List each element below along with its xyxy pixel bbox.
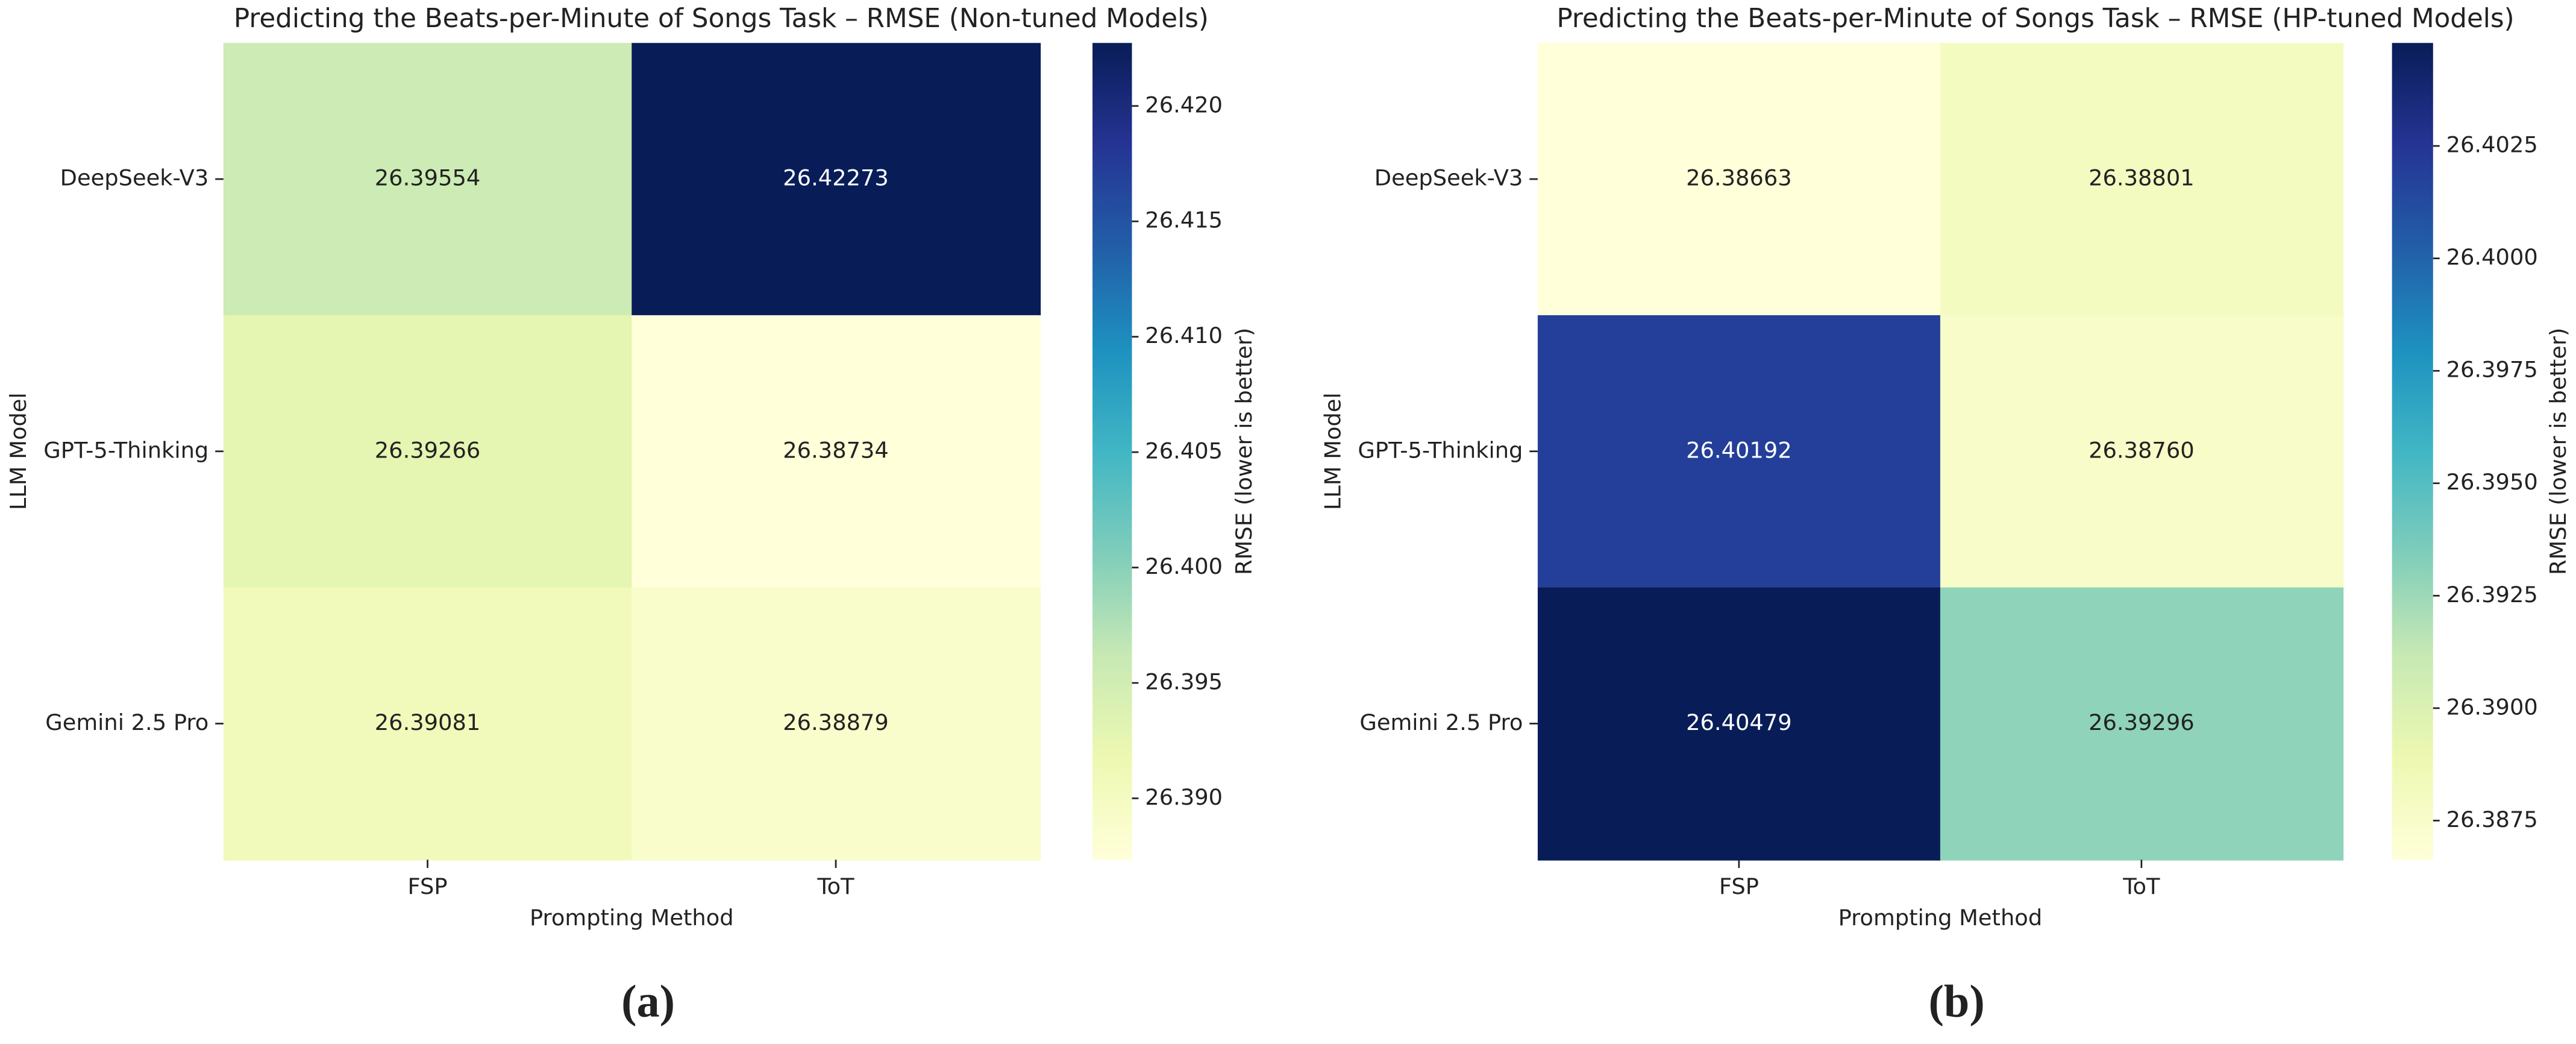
cell-label: 26.40479 [1686,709,1792,735]
y-tick-label: GPT-5-Thinking [1358,437,1523,463]
colorbar-tick-label: 26.3975 [2446,357,2538,383]
cell-label: 26.38879 [783,709,889,735]
x-axis-label: Prompting Method [1838,905,2043,931]
chart-title: Predicting the Beats-per-Minute of Songs… [1556,4,2514,34]
y-tick-label: DeepSeek-V3 [60,165,209,191]
heatmap-cell [1537,43,1941,316]
colorbar-tick-label: 26.410 [1145,322,1223,348]
heatmap-cell [631,315,1041,588]
cell-label: 26.39554 [375,165,481,191]
x-axis-label: Prompting Method [530,905,734,931]
heatmap-cell [1940,587,2344,861]
heatmap-cell [1537,587,1941,861]
caption: (b) [1928,975,1984,1027]
caption: (a) [621,975,675,1027]
y-tick-label: GPT-5-Thinking [43,437,208,463]
colorbar-tick-label: 26.3875 [2446,807,2538,832]
heatmap-cell [631,587,1041,861]
y-tick-label: Gemini 2.5 Pro [45,709,208,735]
y-axis-label: LLM Model [5,392,31,510]
heatmap-cell [223,587,633,861]
colorbar-tick-label: 26.4025 [2446,132,2538,158]
colorbar-tick-label: 26.420 [1145,92,1223,118]
x-tick-label: ToT [816,873,854,899]
heatmap-cell [631,43,1041,316]
colorbar-tick-label: 26.400 [1145,553,1223,579]
cell-label: 26.39081 [375,709,481,735]
colorbar-tick-label: 26.3925 [2446,582,2538,608]
cell-label: 26.38801 [2089,165,2195,191]
colorbar [1092,43,1132,860]
heatmap-cell [1537,315,1941,588]
chart-title: Predicting the Beats-per-Minute of Songs… [234,4,1209,34]
heatmap-cell [1940,315,2344,588]
cell-label: 26.40192 [1686,437,1792,463]
cell-label: 26.42273 [783,165,889,191]
cell-label: 26.38734 [783,437,889,463]
cell-label: 26.39266 [375,437,481,463]
colorbar-tick-label: 26.390 [1145,784,1223,810]
colorbar-label: RMSE (lower is better) [2545,328,2571,575]
y-tick-label: DeepSeek-V3 [1374,165,1523,191]
colorbar-tick-label: 26.395 [1145,668,1223,694]
heatmap-cell [223,315,633,588]
colorbar-tick-label: 26.415 [1145,207,1223,233]
colorbar-tick-label: 26.3900 [2446,694,2538,720]
colorbar-tick-label: 26.405 [1145,438,1223,464]
cell-label: 26.38760 [2089,437,2195,463]
colorbar-tick-label: 26.4000 [2446,244,2538,270]
cell-label: 26.39296 [2089,709,2195,735]
colorbar [2392,43,2433,860]
colorbar-tick-label: 26.3950 [2446,469,2538,495]
x-tick-label: FSP [1719,873,1759,899]
x-tick-label: ToT [2122,873,2160,899]
heatmap-cell [223,43,633,316]
colorbar-label: RMSE (lower is better) [1231,328,1257,575]
cell-label: 26.38663 [1686,165,1792,191]
y-axis-label: LLM Model [1320,392,1346,510]
heatmap-cell [1940,43,2344,316]
x-tick-label: FSP [408,873,448,899]
y-tick-label: Gemini 2.5 Pro [1359,709,1523,735]
